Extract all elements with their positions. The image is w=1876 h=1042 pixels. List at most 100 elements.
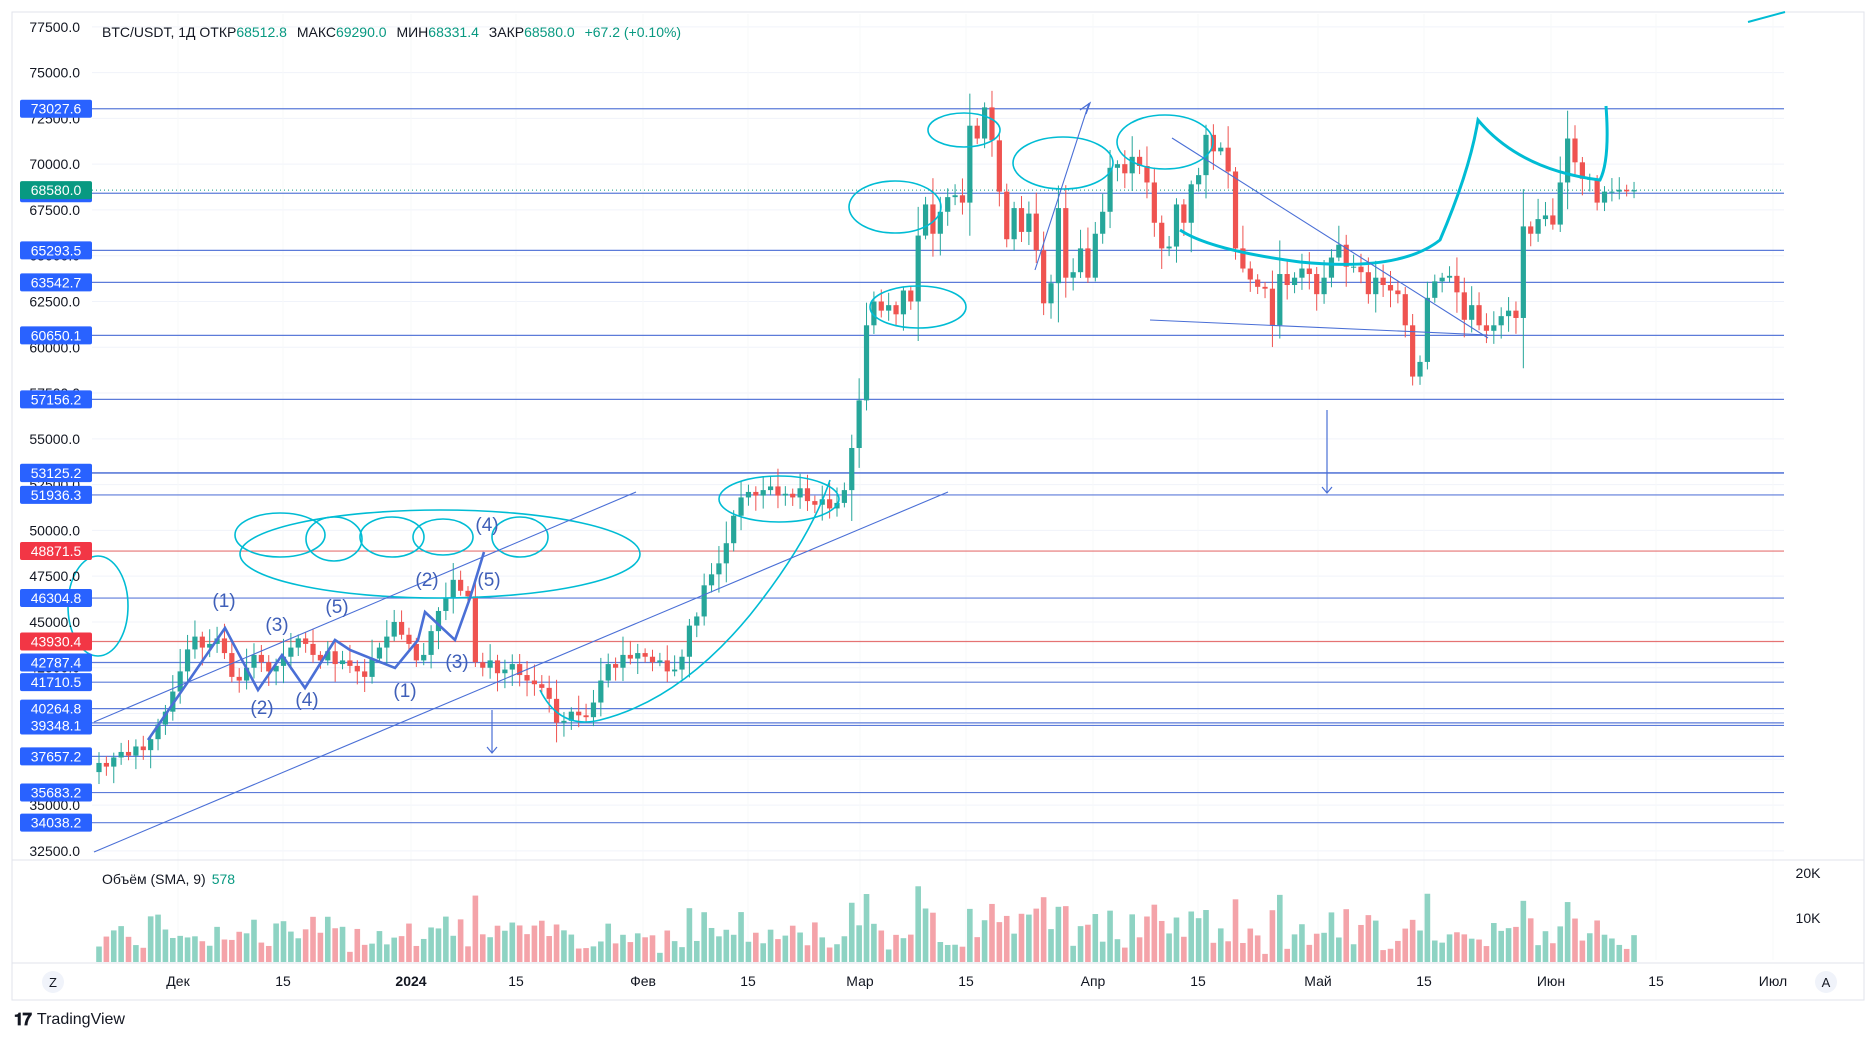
volume-bar [841, 936, 848, 962]
trend-line [1149, 319, 1489, 336]
candle-body [251, 654, 257, 668]
volume-bar [1498, 930, 1504, 962]
auto-scale-button[interactable]: A [1815, 971, 1837, 993]
candle-body [465, 590, 471, 597]
volume-bar [361, 944, 368, 962]
x-tick-label: Июн [1537, 973, 1565, 989]
candle-body [103, 762, 109, 767]
candle-body [1373, 277, 1379, 295]
volume-bar [657, 952, 663, 962]
volume-bar [1313, 933, 1320, 962]
timezone-button[interactable]: Z [42, 971, 64, 993]
volume-bar [221, 939, 228, 962]
candle-body [1609, 191, 1615, 193]
volume-bar [1491, 923, 1497, 962]
candle-body [613, 664, 619, 668]
volume-bar [110, 930, 117, 962]
candle-body [111, 757, 117, 767]
x-tick-label: 15 [740, 973, 756, 989]
time-axis[interactable]: Дек 15 2024 15 Фев 15 Мар 15 Апр 15 Май 15 Июн 15 Июл [12, 962, 1864, 989]
candle-body [657, 660, 663, 663]
candle-body [339, 660, 346, 665]
symbol-title[interactable]: BTC/USDT, 1Д [102, 24, 196, 40]
trend-stroke [1747, 11, 1786, 23]
x-tick-label: Фев [630, 973, 656, 989]
candle-body [1432, 281, 1438, 298]
candle-body [1528, 226, 1534, 234]
circle-drawing [848, 180, 942, 234]
wave-label: (4) [295, 690, 318, 711]
candle-body [1077, 248, 1084, 273]
x-tick-label: 15 [958, 973, 974, 989]
candle-body [576, 711, 582, 716]
volume-bar [1003, 915, 1010, 962]
candle-body [221, 638, 228, 654]
y-tick-label: 55000.0 [29, 431, 80, 447]
candle-body [162, 711, 169, 725]
trend-line [93, 491, 637, 723]
candle-body [1277, 274, 1283, 326]
circle-drawing [359, 516, 425, 558]
candle-body [967, 125, 973, 203]
volume-bar [524, 934, 530, 962]
volume-bar [1136, 937, 1143, 962]
volume-bar [1483, 946, 1490, 962]
volume-bar [944, 944, 951, 962]
volume-bar [1181, 936, 1187, 962]
candle-body [406, 634, 412, 644]
candle-body [1232, 171, 1239, 249]
price-level-tag: 73027.6 [31, 101, 82, 117]
candle-body [1631, 190, 1637, 192]
volume-bar [273, 923, 279, 962]
price-level-tag-bg [20, 485, 92, 504]
volume-bar [679, 947, 685, 962]
volume-bar [236, 931, 243, 962]
volume-bar [140, 947, 147, 962]
volume-bar [693, 940, 700, 962]
volume-bar [214, 926, 220, 962]
volume-bar [1114, 939, 1121, 962]
circle-drawing [412, 518, 474, 556]
candle-body [1100, 211, 1106, 234]
candle-body [1107, 167, 1113, 212]
candle-body [1240, 248, 1246, 269]
brand[interactable]: 𝟏𝟕 TradingView [14, 1010, 125, 1030]
candle-body [1565, 138, 1571, 183]
candle-body [1395, 290, 1401, 295]
candle-body [229, 653, 235, 677]
price-axis[interactable]: 77500.075000.072500.070000.067500.065000… [20, 19, 92, 859]
candle-body [1336, 244, 1342, 258]
volume-bar [1579, 940, 1586, 962]
candle-body [303, 638, 309, 644]
volume-bar [797, 932, 803, 962]
volume-bar [339, 926, 346, 962]
price-level-tag: 41710.5 [31, 674, 82, 690]
candle-body [1262, 286, 1268, 289]
volume-bar [1262, 953, 1268, 962]
volume-bar [627, 942, 634, 962]
volume-bar [1203, 910, 1209, 962]
circle-drawing [305, 516, 363, 562]
price-level-tag: 35683.2 [31, 785, 82, 801]
price-level-tag: 51936.3 [31, 487, 82, 503]
last-price-tag-bg [20, 181, 92, 200]
volume-bar [1129, 914, 1135, 962]
volume-bar [730, 934, 737, 962]
volume-bar [310, 916, 316, 962]
candle-body [546, 687, 552, 699]
candle-body [1011, 208, 1017, 240]
volume-bar [265, 945, 272, 962]
candle-body [288, 647, 294, 657]
volume-bar [103, 936, 110, 962]
volume-bar [1402, 928, 1409, 962]
candle-body [694, 616, 700, 626]
circle-drawing [718, 475, 840, 523]
candle-body [1151, 182, 1157, 223]
volume-legend[interactable]: Объём (SMA, 9) 578 [102, 871, 235, 887]
candle-body [1417, 361, 1423, 377]
candle-body [354, 665, 360, 672]
candle-body [1196, 175, 1202, 185]
candle-body [1166, 246, 1172, 249]
volume-bar [1321, 932, 1327, 962]
